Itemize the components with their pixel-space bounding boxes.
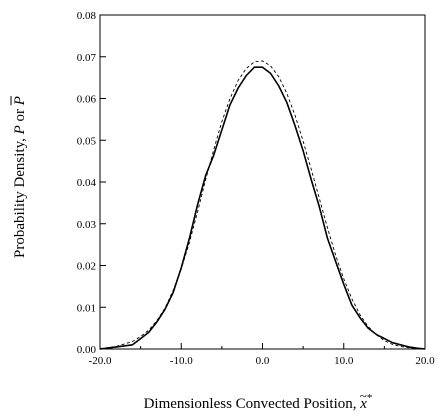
y-tick-label: 0.00 (77, 344, 97, 356)
series-line-solid (99, 66, 426, 350)
x-axis-label-tilde: ~ (360, 388, 367, 403)
x-axis-label-symbol-x: x (359, 396, 367, 412)
y-tick-label: 0.01 (77, 302, 96, 314)
x-tick-label: 0.0 (256, 355, 270, 367)
x-tick-label: -20.0 (89, 355, 112, 367)
y-tick-label: 0.06 (77, 94, 97, 106)
x-tick-label: 20.0 (415, 355, 435, 367)
x-axis-label-text: Dimensionless Convected Position, (144, 396, 361, 412)
y-tick-label: 0.02 (77, 261, 96, 273)
x-axis-label: Dimensionless Convected Position, x* (144, 392, 373, 412)
y-axis-label-connector: or (12, 105, 28, 125)
y-axis-label-prefix: Probability Density, (12, 134, 28, 258)
y-tick-label: 0.05 (77, 135, 97, 147)
y-axis-label-symbol-p-bar: P (12, 96, 28, 106)
y-tick-label: 0.07 (77, 52, 97, 64)
axes-group: -20.0 -10.0 0.0 10.0 20.0 0.00 0.01 0.02 0.03 0.0… (77, 10, 435, 367)
y-tick-label: 0.04 (77, 177, 97, 189)
y-tick-label: 0.08 (77, 10, 97, 22)
x-tick-label: -10.0 (170, 355, 193, 367)
x-tick-label: 10.0 (334, 355, 354, 367)
series-line-dashed (99, 60, 426, 350)
y-axis-label: Probability Density, P or P (12, 96, 28, 258)
y-axis-label-symbol-p: P (12, 125, 28, 135)
x-axis-label-superscript: * (367, 392, 373, 404)
series-group (99, 60, 426, 350)
axis-labels-group: Probability Density, P or P Dimensionles… (10, 96, 373, 412)
y-tick-label: 0.03 (77, 219, 97, 231)
plot-frame (99, 14, 426, 350)
